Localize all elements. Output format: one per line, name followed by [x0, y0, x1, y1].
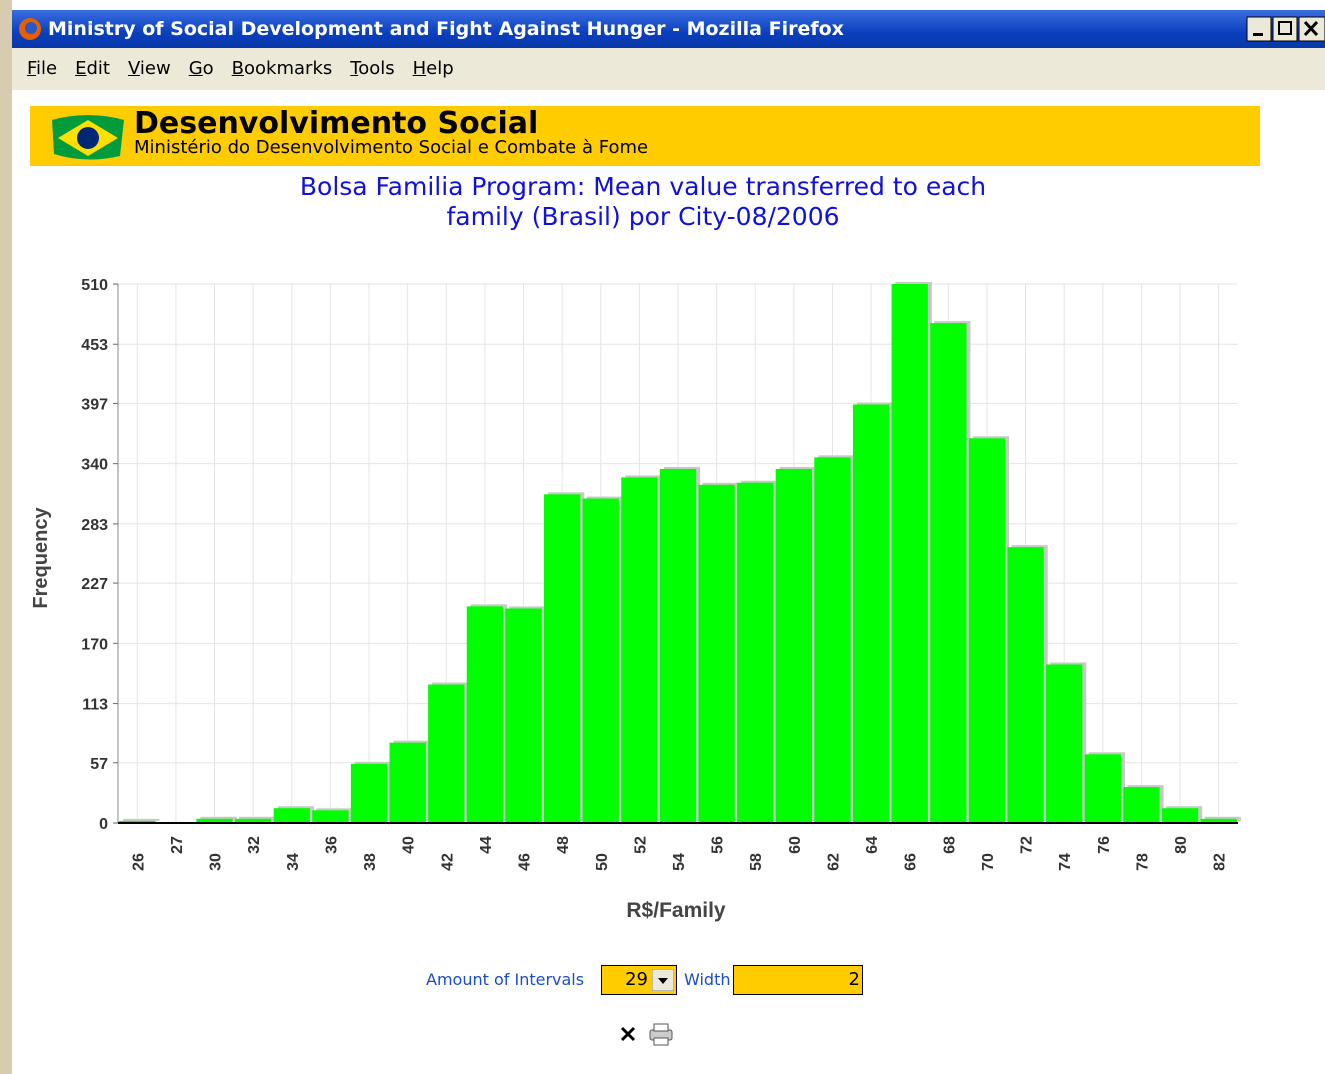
bar — [466, 606, 504, 823]
y-axis-label: Frequency — [30, 507, 52, 609]
width-input[interactable]: 2 — [733, 965, 863, 995]
intervals-select[interactable]: 29 — [601, 965, 677, 995]
banner: Desenvolvimento Social Ministério do Des… — [30, 106, 1260, 166]
x-tick-label: 30 — [208, 853, 225, 871]
x-axis-label: R$/Family — [626, 899, 726, 922]
x-tick-label: 82 — [1212, 853, 1229, 871]
bar — [1084, 754, 1121, 823]
window-title: Ministry of Social Development and Fight… — [48, 18, 844, 40]
x-tick-label: 72 — [1019, 836, 1036, 854]
bar — [891, 284, 928, 823]
bar — [659, 468, 697, 823]
bar — [1200, 818, 1237, 823]
x-tick-label: 68 — [941, 836, 958, 854]
x-tick-label: 42 — [439, 853, 456, 871]
bar — [698, 484, 735, 823]
bar — [1046, 664, 1083, 823]
bar — [235, 818, 272, 823]
x-tick-label: 80 — [1173, 836, 1190, 854]
banner-subtitle: Ministério do Desenvolvimento Social e C… — [134, 137, 649, 158]
x-tick-label: 70 — [980, 853, 997, 871]
y-tick-label: 397 — [81, 396, 108, 413]
window-buttons[interactable] — [1245, 16, 1325, 42]
bar — [196, 818, 233, 823]
dropdown-button[interactable] — [652, 969, 674, 991]
menu-item[interactable]: Bookmarks — [231, 58, 333, 79]
x-tick-label: 27 — [169, 836, 186, 854]
x-tick-label: 64 — [864, 836, 881, 854]
x-tick-label: 48 — [555, 836, 572, 854]
x-tick-label: 46 — [517, 853, 534, 871]
bar — [621, 477, 658, 823]
bar — [968, 438, 1006, 823]
x-tick-label: 78 — [1134, 853, 1151, 871]
menu-item[interactable]: Help — [412, 58, 454, 79]
intervals-value: 29 — [625, 969, 648, 990]
bar — [389, 742, 426, 823]
bar — [852, 404, 890, 823]
action-icons[interactable] — [618, 1020, 678, 1048]
flag-logo — [52, 115, 124, 160]
chart-title: family (Brasil) por City-08/2006 — [446, 202, 839, 231]
menu-item[interactable]: View — [127, 58, 171, 79]
x-tick-label: 36 — [323, 836, 340, 854]
firefox-icon — [19, 18, 41, 40]
width-label: Width — [684, 970, 731, 989]
bar — [930, 323, 967, 823]
menu-item[interactable]: Edit — [75, 58, 110, 79]
x-tick-label: 58 — [748, 853, 765, 871]
bar — [775, 468, 813, 823]
y-tick-label: 227 — [81, 576, 108, 593]
x-tick-label: 34 — [285, 853, 302, 871]
y-tick-label: 113 — [82, 697, 108, 714]
x-tick-label: 56 — [710, 836, 727, 854]
bar — [1123, 787, 1160, 823]
bar — [543, 494, 581, 823]
chart-title: Bolsa Familia Program: Mean value transf… — [300, 172, 986, 201]
x-tick-label: 52 — [632, 836, 649, 854]
menu-item[interactable]: Tools — [350, 58, 395, 79]
bar — [505, 608, 542, 823]
y-tick-label: 0 — [99, 816, 108, 833]
bar — [1161, 808, 1199, 823]
x-tick-label: 44 — [478, 836, 495, 854]
chart: Bolsa Familia Program: Mean value transf… — [30, 172, 1238, 922]
bar — [737, 482, 774, 823]
title-bar: Ministry of Social Development and Fight… — [12, 10, 1325, 48]
x-tick-label: 76 — [1096, 836, 1113, 854]
bar — [1007, 547, 1044, 823]
y-tick-label: 340 — [81, 457, 108, 474]
window-frame — [0, 0, 12, 1074]
y-tick-label: 510 — [81, 277, 108, 294]
y-tick-label: 453 — [81, 337, 108, 354]
bar — [312, 810, 349, 823]
menu-item[interactable]: Go — [188, 58, 214, 79]
bars — [119, 284, 1237, 823]
x-tick-label: 54 — [671, 853, 688, 871]
width-value: 2 — [848, 969, 860, 990]
banner-title: Desenvolvimento Social — [134, 106, 539, 141]
bar — [350, 763, 388, 823]
x-tick-label: 38 — [362, 853, 379, 871]
y-tick-label: 283 — [81, 517, 108, 534]
y-tick-label: 57 — [90, 756, 108, 773]
intervals-label: Amount of Intervals — [426, 970, 585, 989]
x-tick-label: 74 — [1057, 853, 1074, 871]
bar — [814, 457, 851, 823]
y-tick-label: 170 — [81, 636, 108, 653]
bar — [273, 808, 310, 823]
menu-bar: File Edit View Go Bookmarks Tools Help — [12, 48, 1325, 90]
bar — [119, 820, 156, 823]
x-tick-label: 50 — [594, 853, 611, 871]
bar — [582, 498, 619, 823]
x-tick-label: 32 — [246, 836, 263, 854]
x-tick-label: 66 — [903, 853, 920, 871]
x-tick-label: 26 — [130, 853, 147, 871]
x-tick-label: 40 — [401, 836, 418, 854]
x-tick-label: 60 — [787, 836, 804, 854]
menu-item[interactable]: File — [27, 58, 58, 79]
x-tick-label: 62 — [825, 853, 842, 871]
bar — [428, 684, 465, 823]
